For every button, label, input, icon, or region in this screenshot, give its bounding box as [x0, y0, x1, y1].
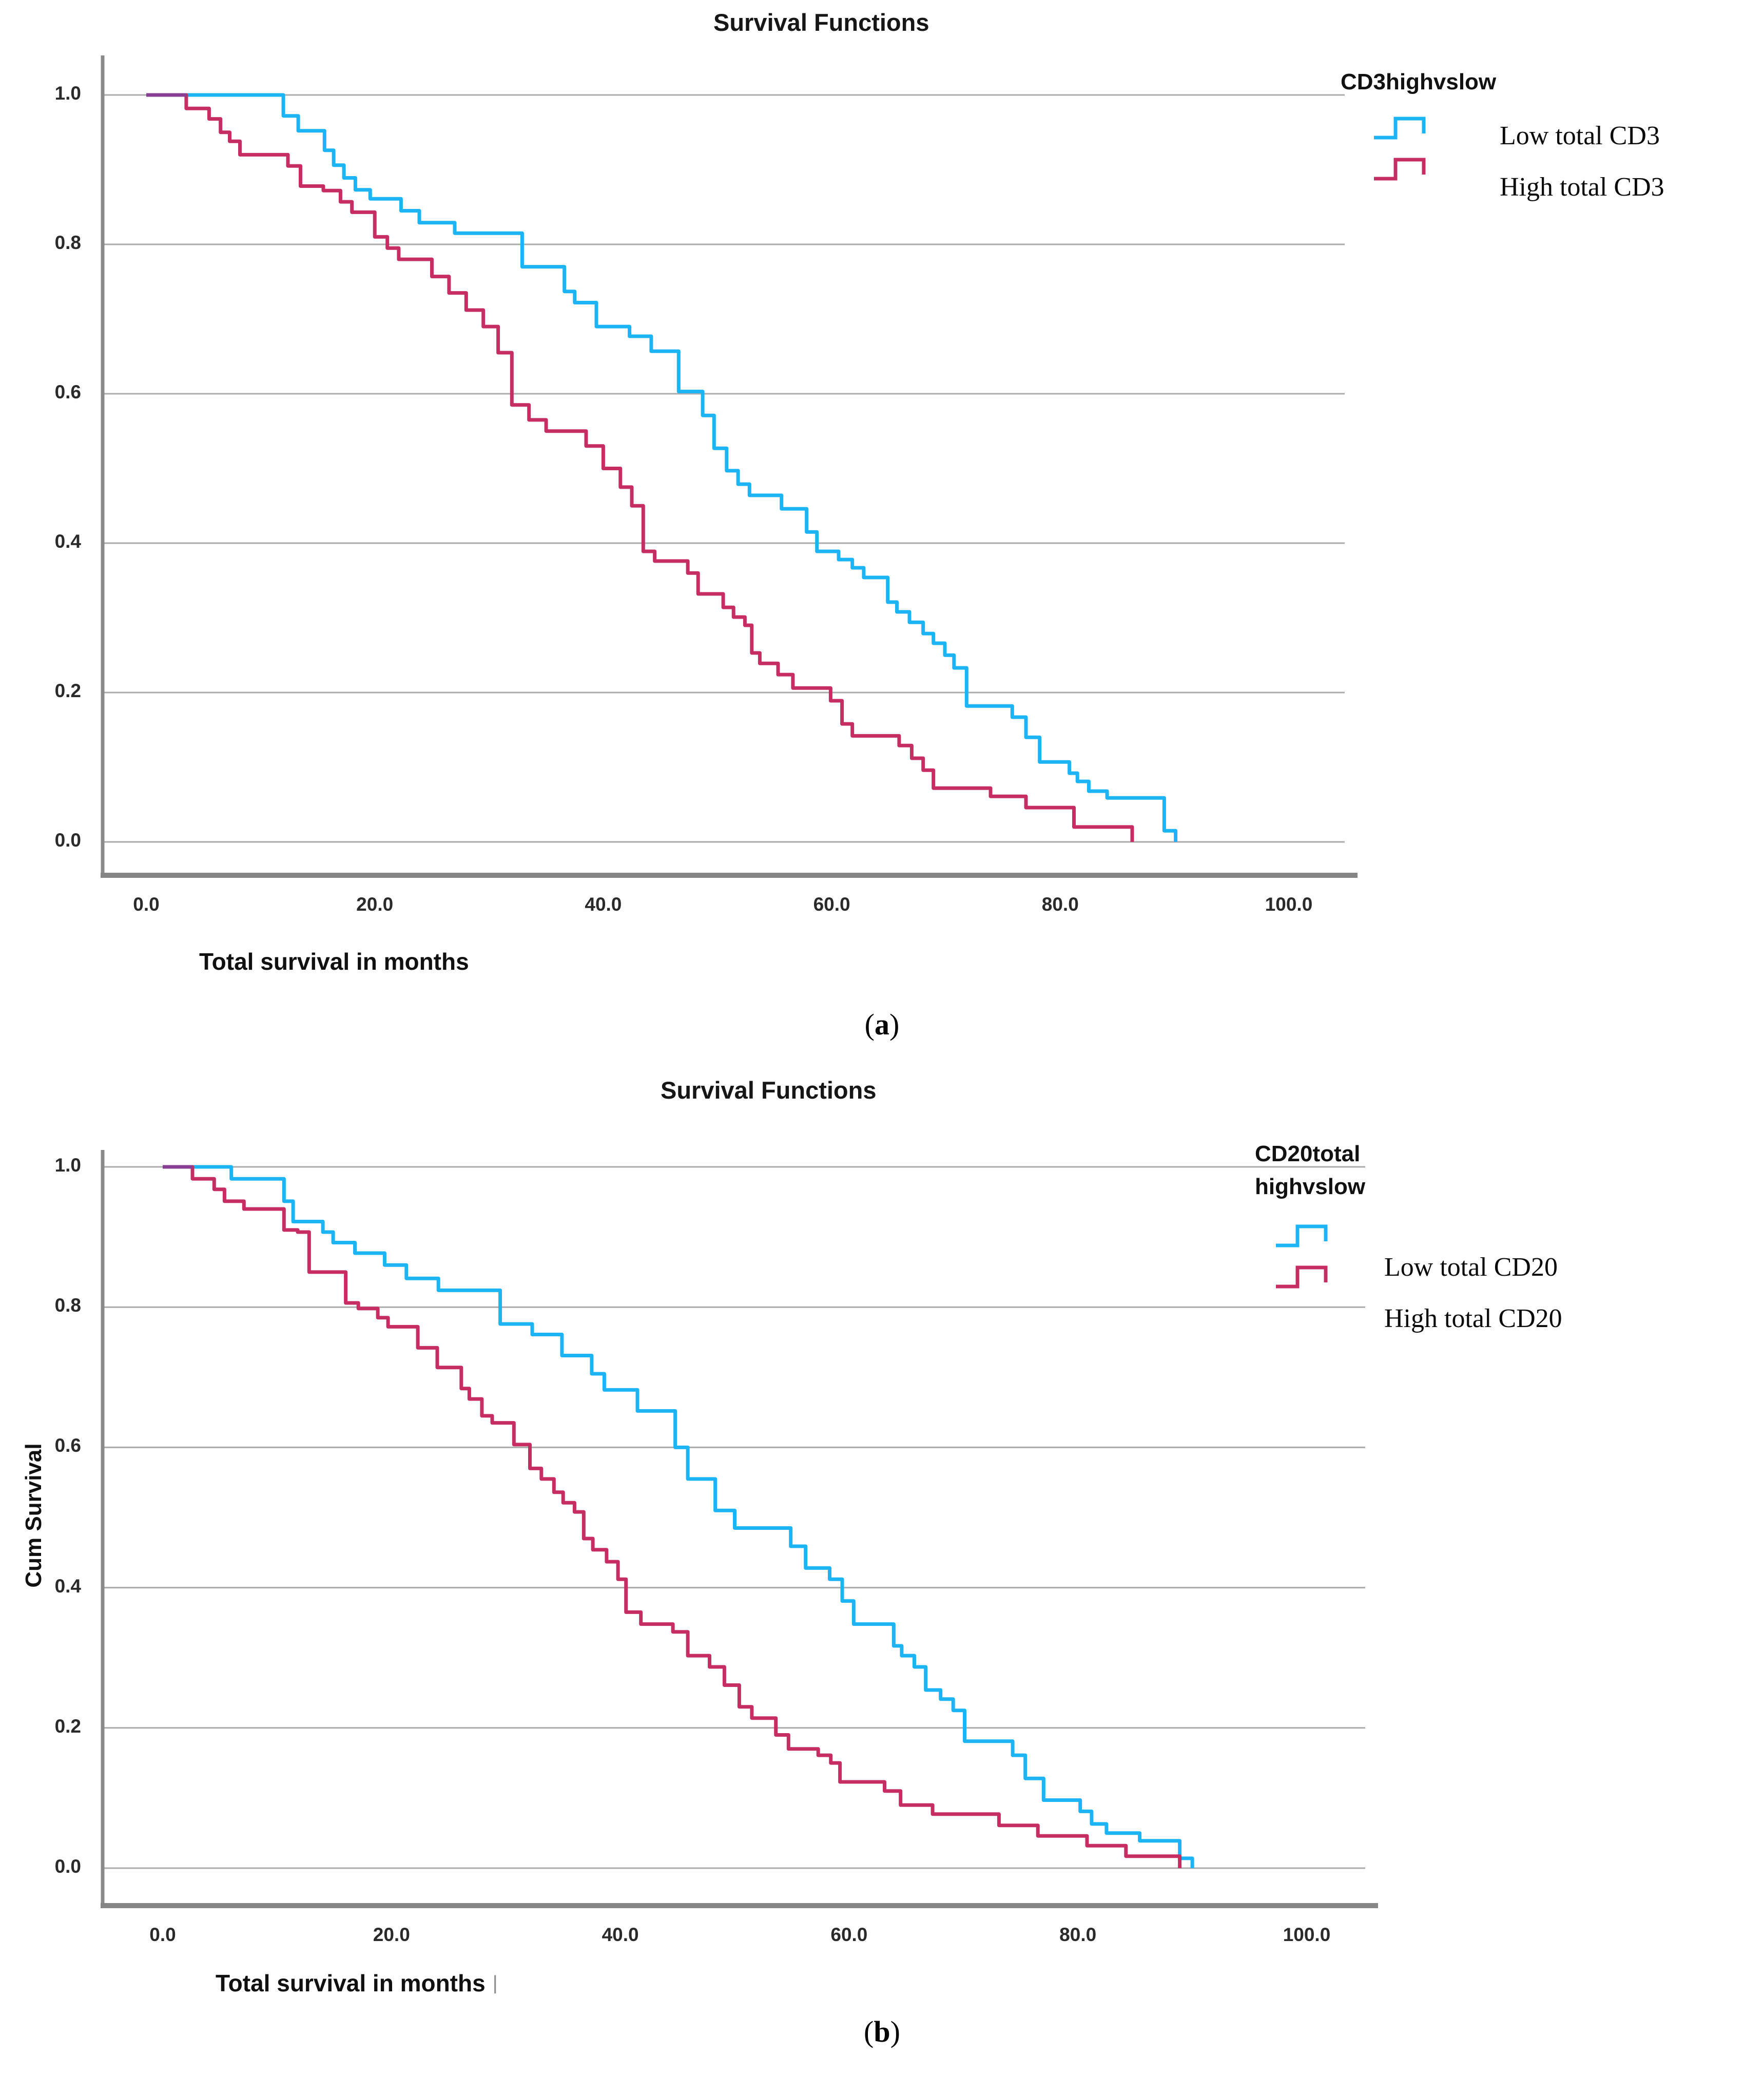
- chart-b-legend-title-line2: highvslow: [1255, 1174, 1366, 1199]
- chart-a-title: Survival Functions: [713, 9, 929, 36]
- y-tick-label: 0.6: [54, 381, 81, 402]
- chart-a-legend-title: CD3highvslow: [1341, 69, 1497, 94]
- y-tick-label: 0.4: [54, 531, 81, 552]
- x-tick-label: 100.0: [1283, 1924, 1331, 1945]
- x-tick-label: 20.0: [356, 894, 394, 915]
- series-line-high-total-cd20: [163, 1165, 1182, 1868]
- chart-b-x-axis-title-text: Total survival in months: [216, 1970, 486, 1996]
- x-tick-label: 40.0: [585, 894, 622, 915]
- legend-label-high-cd20: High total CD20: [1384, 1304, 1562, 1333]
- x-tick-label: 0.0: [133, 894, 160, 915]
- step-line-swatch-icon: [1276, 1224, 1328, 1247]
- chart-b-legend-labels: Low total CD20 High total CD20: [1384, 1252, 1562, 1354]
- chart-b-x-axis-artifact: |: [492, 1972, 498, 1994]
- chart-a-x-axis-title: Total survival in months: [199, 948, 476, 975]
- x-tick-label: 60.0: [830, 1924, 868, 1945]
- chart-b-legend: CD20total highvslow Low total CD20 High …: [1255, 1138, 1562, 1333]
- y-tick-label: 0.8: [54, 1295, 81, 1316]
- y-tick-label: 0.0: [54, 830, 81, 851]
- caption-b-prefix: (: [864, 2015, 874, 2048]
- legend-label-low-cd20: Low total CD20: [1384, 1253, 1558, 1282]
- x-tick-label: 40.0: [602, 1924, 639, 1945]
- chart-a-legend: CD3highvslow Low total CD3 High total CD…: [1341, 66, 1664, 202]
- chart-b-plot-area: [101, 1150, 1378, 1908]
- caption-b-suffix: ): [890, 2015, 900, 2048]
- caption-a: (a): [0, 1007, 1764, 1042]
- caption-b: (b): [0, 2014, 1764, 2049]
- y-tick-label: 1.0: [54, 83, 81, 104]
- y-tick-label: 0.4: [54, 1575, 81, 1597]
- series-line-high-total-cd3: [146, 93, 1134, 842]
- chart-b-x-axis-title: Total survival in months |: [216, 1969, 498, 1997]
- chart-a-x-axis-artifact: [469, 951, 476, 972]
- swatch-line-low: [1374, 117, 1426, 140]
- swatch-line-high: [1276, 1265, 1328, 1289]
- legend-label-low-cd3: Low total CD3: [1500, 121, 1660, 150]
- chart-b-legend-swatches: [1274, 1222, 1341, 1304]
- chart-a-legend-swatches: [1372, 114, 1439, 196]
- chart-b-legend-title-line1: CD20total: [1255, 1141, 1361, 1166]
- y-tick-label: 0.8: [54, 232, 81, 253]
- y-tick-label: 0.2: [54, 680, 81, 701]
- chart-a-x-axis-title-text: Total survival in months: [199, 948, 469, 975]
- caption-a-letter: a: [875, 1008, 889, 1041]
- caption-b-letter: b: [874, 2015, 890, 2048]
- series-line-low-total-cd20: [163, 1165, 1194, 1868]
- swatch-line-low: [1276, 1224, 1328, 1247]
- step-line-swatch-icon: [1276, 1265, 1328, 1289]
- y-tick-label: 0.6: [54, 1435, 81, 1456]
- x-tick-label: 80.0: [1041, 894, 1079, 915]
- x-tick-label: 100.0: [1265, 894, 1313, 915]
- y-tick-label: 0.2: [54, 1715, 81, 1737]
- x-tick-label: 0.0: [149, 1924, 176, 1945]
- chart-a-plot-area: [101, 55, 1358, 878]
- y-tick-label: 0.0: [54, 1856, 81, 1877]
- caption-a-prefix: (: [864, 1008, 875, 1041]
- step-line-swatch-icon: [1374, 158, 1426, 181]
- x-tick-label: 80.0: [1059, 1924, 1097, 1945]
- swatch-line-high: [1374, 158, 1426, 181]
- x-tick-label: 20.0: [373, 1924, 410, 1945]
- series-line-low-total-cd3: [146, 93, 1178, 842]
- chart-a-legend-labels: Low total CD3 High total CD3: [1500, 120, 1664, 223]
- step-line-swatch-icon: [1374, 117, 1426, 140]
- chart-b-title: Survival Functions: [661, 1077, 877, 1104]
- y-tick-label: 1.0: [54, 1155, 81, 1176]
- legend-label-high-cd3: High total CD3: [1500, 172, 1664, 202]
- x-tick-label: 60.0: [813, 894, 850, 915]
- caption-a-suffix: ): [889, 1008, 900, 1041]
